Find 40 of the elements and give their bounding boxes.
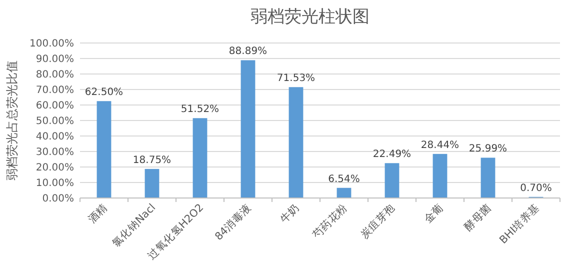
bar [384,163,400,198]
data-label: 28.44% [420,140,460,151]
y-tick-label: 20.00% [36,162,74,174]
y-tick-label: 60.00% [36,100,74,112]
data-label: 0.70% [520,182,552,194]
bar [432,154,448,198]
data-label: 51.52% [180,104,220,116]
bar [240,60,256,198]
x-tick-label: BHI培养基 [496,200,542,246]
x-tick-label: 牛奶 [277,200,302,226]
bar [96,101,112,198]
y-tick-label: 30.00% [36,147,74,158]
bar [480,158,496,198]
bar [288,87,304,198]
y-tick-label: 70.00% [36,85,74,96]
bar [192,118,208,198]
x-tick-label: 酵母菌 [462,200,494,234]
y-tick-label: 40.00% [36,132,74,142]
y-tick-label: 50.00% [36,116,74,127]
bar [336,188,352,198]
y-tick-label: 0.00% [42,194,74,204]
x-tick-label: 金葡 [421,200,446,226]
data-label: 62.50% [84,87,124,98]
data-label: 71.53% [276,73,316,84]
y-tick-label: 100.00% [30,38,74,50]
y-tick-label: 90.00% [36,54,74,65]
data-label: 88.89% [228,46,268,58]
data-label: 22.49% [372,149,412,160]
x-tick-label: 芍药花粉 [310,200,350,242]
data-label: 25.99% [468,144,508,155]
y-tick-label: 10.00% [36,178,74,189]
bar [144,168,160,198]
chart-title: 弱档荧光柱状图 [250,7,370,27]
x-tick-label: 84消毒液 [212,200,254,243]
y-axis-title: 弱档荧光占总荧光比值 [5,60,19,180]
data-label: 18.75% [132,154,172,166]
y-tick-label: 80.00% [36,70,74,80]
x-tick-label: 炭疽芽孢 [358,200,398,242]
x-tick-label: 酒精 [85,200,110,226]
data-label: 6.54% [328,174,360,185]
